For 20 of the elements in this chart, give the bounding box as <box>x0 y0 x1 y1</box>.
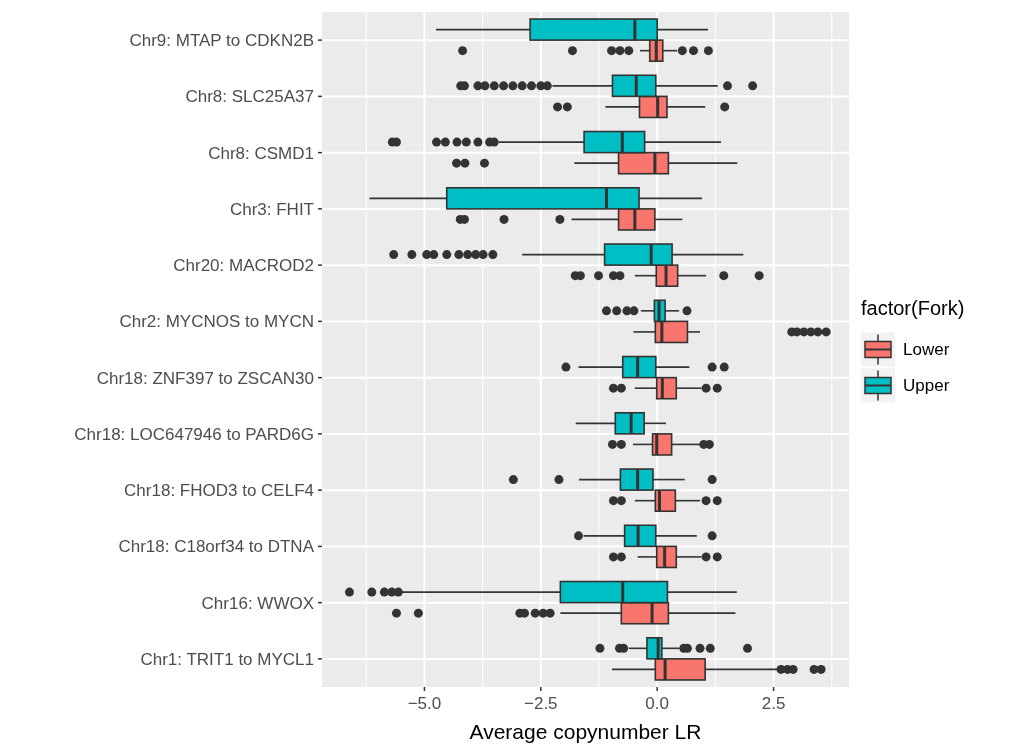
y-tick-label: Chr1: TRIT1 to MYCL1 <box>140 649 314 669</box>
x-tick-label: 2.5 <box>761 694 786 713</box>
y-tick-label: Chr2: MYCNOS to MYCN <box>119 312 314 332</box>
x-tick-label: 0.0 <box>645 694 670 713</box>
y-tick-label: Chr8: CSMD1 <box>208 143 314 163</box>
y-tick-label: Chr8: SLC25A37 <box>185 87 314 107</box>
y-tick-label: Chr3: FHIT <box>229 199 314 219</box>
x-tick-label: −2.5 <box>524 694 558 713</box>
legend-label: Lower <box>903 340 950 360</box>
y-tick-label: Chr18: LOC647946 to PARD6G <box>74 424 314 444</box>
x-axis-title: Average copynumber LR <box>469 720 702 743</box>
y-tick-label: Chr18: ZNF397 to ZSCAN30 <box>96 368 314 388</box>
legend-label: Upper <box>903 376 950 396</box>
y-tick-label: Chr9: MTAP to CDKN2B <box>129 31 314 51</box>
legend-title: factor(Fork) <box>861 296 965 319</box>
x-tick-label: −5.0 <box>407 694 442 713</box>
y-tick-label: Chr18: FHOD3 to CELF4 <box>124 481 314 501</box>
y-tick-label: Chr18: C18orf34 to DTNA <box>118 537 315 557</box>
y-tick-label: Chr16: WWOX <box>201 593 314 613</box>
y-tick-label: Chr20: MACROD2 <box>173 256 314 276</box>
